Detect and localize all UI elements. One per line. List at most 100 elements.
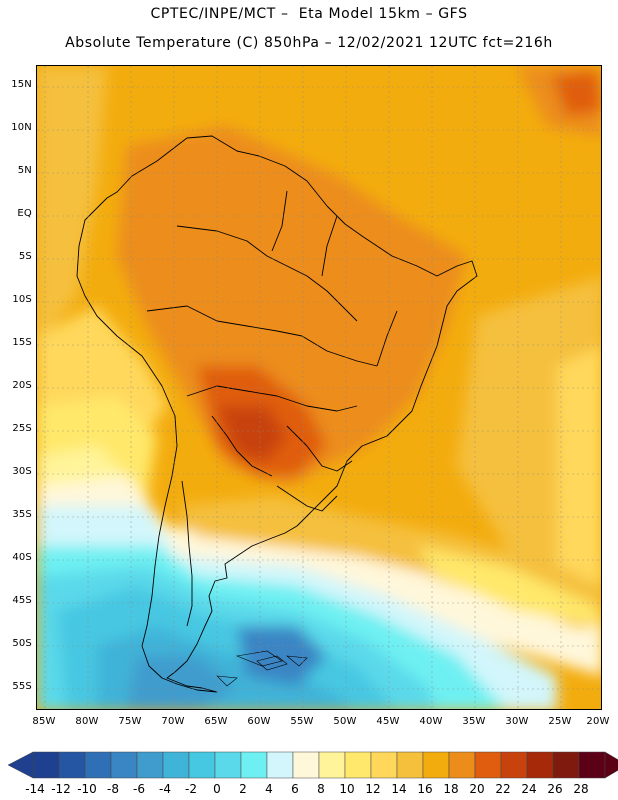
colorbar-label: -6	[133, 782, 145, 796]
island-1	[235, 650, 283, 667]
lat-label: 5N	[17, 165, 32, 176]
temperature-field	[37, 66, 601, 709]
colorbar-swatch	[578, 751, 606, 779]
colorbar-swatch	[162, 751, 190, 779]
colorbar-swatch	[214, 751, 242, 779]
colorbar-swatch	[396, 751, 424, 779]
colorbar-swatch	[58, 751, 86, 779]
lon-label: 70W	[161, 716, 185, 727]
temperature-map[interactable]	[36, 65, 602, 710]
lon-label: 40W	[419, 716, 443, 727]
border-3	[301, 335, 378, 367]
colorbar-swatch	[500, 751, 528, 779]
south-america-coast	[76, 135, 478, 693]
band-pale-south	[417, 546, 601, 626]
colorbar-swatch	[32, 751, 60, 779]
lon-label: 85W	[32, 716, 56, 727]
lat-label: 40S	[12, 552, 32, 563]
colorbar-label: -8	[107, 782, 119, 796]
band-deep-blue-2	[127, 656, 237, 709]
colorbar-label: 16	[417, 782, 433, 796]
colorbar-swatch	[370, 751, 398, 779]
colorbar-swatch	[84, 751, 112, 779]
island-2	[256, 655, 288, 671]
colorbar-label: -14	[25, 782, 45, 796]
colorbar-label: 10	[339, 782, 355, 796]
colorbar-swatch	[292, 751, 320, 779]
temperature-bands	[37, 66, 601, 709]
colorbar-label: 20	[469, 782, 485, 796]
lon-label: 60W	[247, 716, 271, 727]
colorbar	[7, 751, 618, 779]
lat-label: 45S	[12, 595, 32, 606]
colorbar-label: 28	[573, 782, 589, 796]
border-5	[211, 415, 273, 477]
island-3	[216, 675, 238, 687]
border-9	[321, 215, 338, 277]
border-1	[176, 225, 358, 322]
lat-label: 15N	[11, 79, 32, 90]
colorbar-label: -12	[51, 782, 71, 796]
lat-label: 50S	[12, 638, 32, 649]
border-7	[276, 485, 338, 512]
border-2	[146, 305, 303, 337]
lat-label: 10S	[12, 294, 32, 305]
colorbar-label: 26	[547, 782, 563, 796]
colorbar-label: 4	[265, 782, 273, 796]
colorbar-swatch	[422, 751, 450, 779]
lon-label: 25W	[548, 716, 572, 727]
colorbar-label: 24	[521, 782, 537, 796]
colorbar-label: 14	[391, 782, 407, 796]
colorbar-swatch	[344, 751, 372, 779]
band-hot-ne	[552, 71, 601, 116]
colorbar-swatch	[526, 751, 554, 779]
lon-label: 30W	[505, 716, 529, 727]
band-yellow-south	[177, 496, 601, 626]
colorbar-swatch	[188, 751, 216, 779]
lon-label: 55W	[290, 716, 314, 727]
map-title-line1: CPTEC/INPE/MCT – Eta Model 15km – GFS	[150, 6, 468, 22]
colorbar-arrow-right	[604, 751, 618, 779]
lat-label: 30S	[12, 466, 32, 477]
gridlines	[37, 66, 601, 709]
lon-label: 80W	[75, 716, 99, 727]
colorbar-swatch	[240, 751, 268, 779]
lat-label: 20S	[12, 380, 32, 391]
border-6	[286, 425, 353, 472]
lon-label: 35W	[462, 716, 486, 727]
lat-label: 55S	[12, 681, 32, 692]
band-yellow-west	[37, 66, 107, 346]
colorbar-label: 6	[291, 782, 299, 796]
lon-label: 45W	[376, 716, 400, 727]
lon-label: 50W	[333, 716, 357, 727]
map-title-line2: Absolute Temperature (C) 850hPa – 12/02/…	[65, 35, 553, 51]
colorbar-swatch	[318, 751, 346, 779]
lon-label: 65W	[204, 716, 228, 727]
colorbar-label: 18	[443, 782, 459, 796]
lon-label: 75W	[118, 716, 142, 727]
colorbar-swatch	[110, 751, 138, 779]
colorbar-label: -2	[185, 782, 197, 796]
colorbar-swatch	[266, 751, 294, 779]
border-10	[271, 190, 288, 252]
lon-label: 20W	[586, 716, 610, 727]
band-deep-blue	[237, 626, 327, 686]
colorbar-swatch	[552, 751, 580, 779]
colorbar-arrow-left	[7, 751, 34, 779]
colorbar-swatch	[474, 751, 502, 779]
lat-label: 35S	[12, 509, 32, 520]
lat-label: 25S	[12, 423, 32, 434]
colorbar-label: -10	[77, 782, 97, 796]
colorbar-label: 2	[239, 782, 247, 796]
colorbar-label: 22	[495, 782, 511, 796]
border-8	[181, 480, 193, 627]
lat-label: EQ	[17, 208, 32, 219]
lat-label: 15S	[12, 337, 32, 348]
lat-label: 5S	[18, 251, 32, 262]
colorbar-label: 12	[365, 782, 381, 796]
colorbar-label: -4	[159, 782, 171, 796]
colorbar-swatch	[136, 751, 164, 779]
lat-label: 10N	[11, 122, 32, 133]
band-yellow-east-2	[557, 346, 601, 625]
coastlines-borders	[76, 135, 478, 693]
